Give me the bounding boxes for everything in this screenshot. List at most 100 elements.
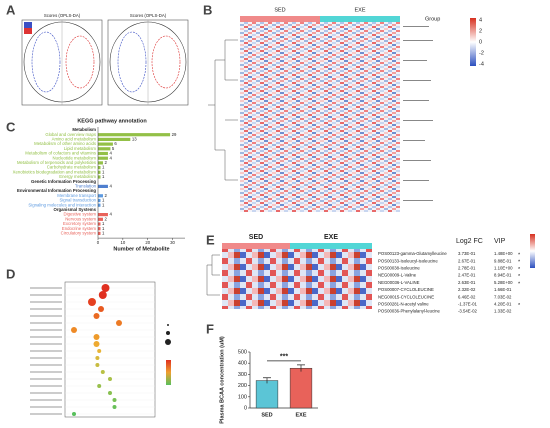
dot: [112, 405, 117, 409]
value-label: 4: [109, 184, 112, 189]
dot: [98, 291, 107, 299]
group-header: Environmental Information Processing: [17, 188, 96, 193]
panel-letter: E: [206, 232, 215, 247]
colorbar: [530, 234, 535, 268]
bar: [289, 367, 313, 409]
bar: [98, 175, 101, 179]
bar: [98, 166, 101, 170]
dot: [100, 370, 105, 374]
group-header: Genetic Information Processing: [31, 179, 96, 184]
group-label: EXE: [354, 7, 365, 13]
log2fc: 3.73E-01: [458, 251, 476, 256]
group-ellipse: [151, 35, 181, 89]
significance: *: [518, 281, 521, 287]
row-label-placeholder: [30, 413, 62, 415]
category-label: Global and overview maps: [45, 132, 96, 137]
colorbar-tick: -4: [479, 61, 484, 67]
row-label: POS00036-Phenylalanyl-leucine: [378, 309, 440, 314]
value-label: 1: [102, 231, 105, 236]
dendrogram: [206, 254, 220, 296]
significance: *: [518, 274, 521, 280]
vip: 5.28E+00: [494, 280, 513, 285]
x-tick-label: 30: [170, 240, 175, 245]
bar: [98, 133, 171, 137]
bar: [98, 184, 108, 188]
value-label: 1: [102, 198, 105, 203]
dendrogram: [208, 39, 238, 181]
dot: [108, 391, 112, 395]
row-label-placeholder: [30, 385, 62, 387]
x-tick-label: EXE: [295, 412, 306, 418]
y-tick-label: 400: [238, 361, 247, 367]
row-label-placeholder: [30, 336, 62, 338]
panel-b: SED EXE Group: [208, 7, 476, 212]
bar: [98, 198, 101, 203]
heatmap: [240, 22, 400, 212]
log2fc: -3.54E-02: [458, 309, 477, 314]
group-label: SED: [274, 7, 285, 13]
category-label: Signal transduction: [59, 198, 96, 203]
row-label: POS00007-CYCLOLEUCINE: [378, 287, 434, 292]
group-header: Metabolism: [72, 127, 96, 132]
category-label: Endocrine system: [62, 226, 97, 231]
dot: [108, 377, 112, 381]
group-label: SED: [249, 234, 263, 241]
significance: *: [518, 252, 521, 258]
dot: [71, 327, 77, 333]
log2fc: 2.67E-01: [458, 258, 476, 263]
significance: *: [518, 267, 521, 273]
group-header: Organismal Systems: [53, 207, 96, 212]
chart-title: KEGG pathway annotation: [77, 118, 147, 124]
bar: [98, 213, 108, 217]
y-tick-label: 0: [244, 405, 247, 411]
row-label: NEG00009-L-Valine: [378, 273, 417, 278]
log2fc: 2.78E-01: [458, 266, 476, 271]
bar: [98, 194, 103, 198]
value-label: 4: [109, 151, 112, 156]
row-label-placeholder: [30, 322, 62, 324]
dot: [97, 384, 102, 388]
error-bar: [297, 364, 305, 372]
log2fc: 2.32E-02: [458, 287, 476, 292]
row-label-placeholder: [30, 308, 62, 310]
bar: [98, 161, 103, 165]
dot: [101, 284, 110, 292]
row-label-placeholder: [30, 343, 62, 345]
group-ellipse: [31, 31, 61, 93]
dot: [95, 363, 100, 367]
bar: [98, 231, 101, 235]
row-label-placeholder: [30, 301, 62, 303]
bar: [98, 217, 103, 221]
category-label: Membrane transport: [57, 193, 96, 198]
y-tick-label: 200: [238, 383, 247, 389]
category-label: Energy metabolism: [59, 174, 96, 179]
log2fc: -1.37E-01: [458, 302, 477, 307]
row-label-placeholder: [30, 357, 62, 359]
legend-title: Group: [425, 16, 440, 22]
dot: [93, 334, 100, 340]
plot-frame: [64, 281, 156, 418]
dot: [97, 349, 102, 353]
row-label-placeholder: [30, 287, 62, 289]
panel-letter: C: [6, 119, 16, 134]
plot-title: Scores (OPLS-DA): [130, 13, 167, 18]
size-legend: [166, 331, 170, 335]
bar: [98, 227, 101, 231]
significance: *: [518, 303, 521, 309]
bar: [98, 137, 131, 141]
x-tick-label: 20: [145, 240, 150, 245]
value-label: 2: [104, 193, 107, 198]
panel-letter: D: [6, 266, 15, 281]
bar: [98, 222, 101, 226]
category-label: Amino acid metabolism: [52, 137, 97, 142]
value-label: 4: [109, 212, 112, 217]
y-axis-label: Plasma BCAA concentration (uM): [219, 336, 225, 424]
vip: 7.03E-02: [494, 294, 512, 299]
dot: [112, 398, 117, 402]
dot: [93, 313, 100, 319]
legend-swatch: [24, 22, 32, 28]
category-label: Nucleotide metabolism: [53, 155, 97, 160]
row-label-placeholder: [30, 399, 62, 401]
error-bar: [263, 377, 271, 384]
category-label: Circulatory system: [61, 231, 97, 236]
